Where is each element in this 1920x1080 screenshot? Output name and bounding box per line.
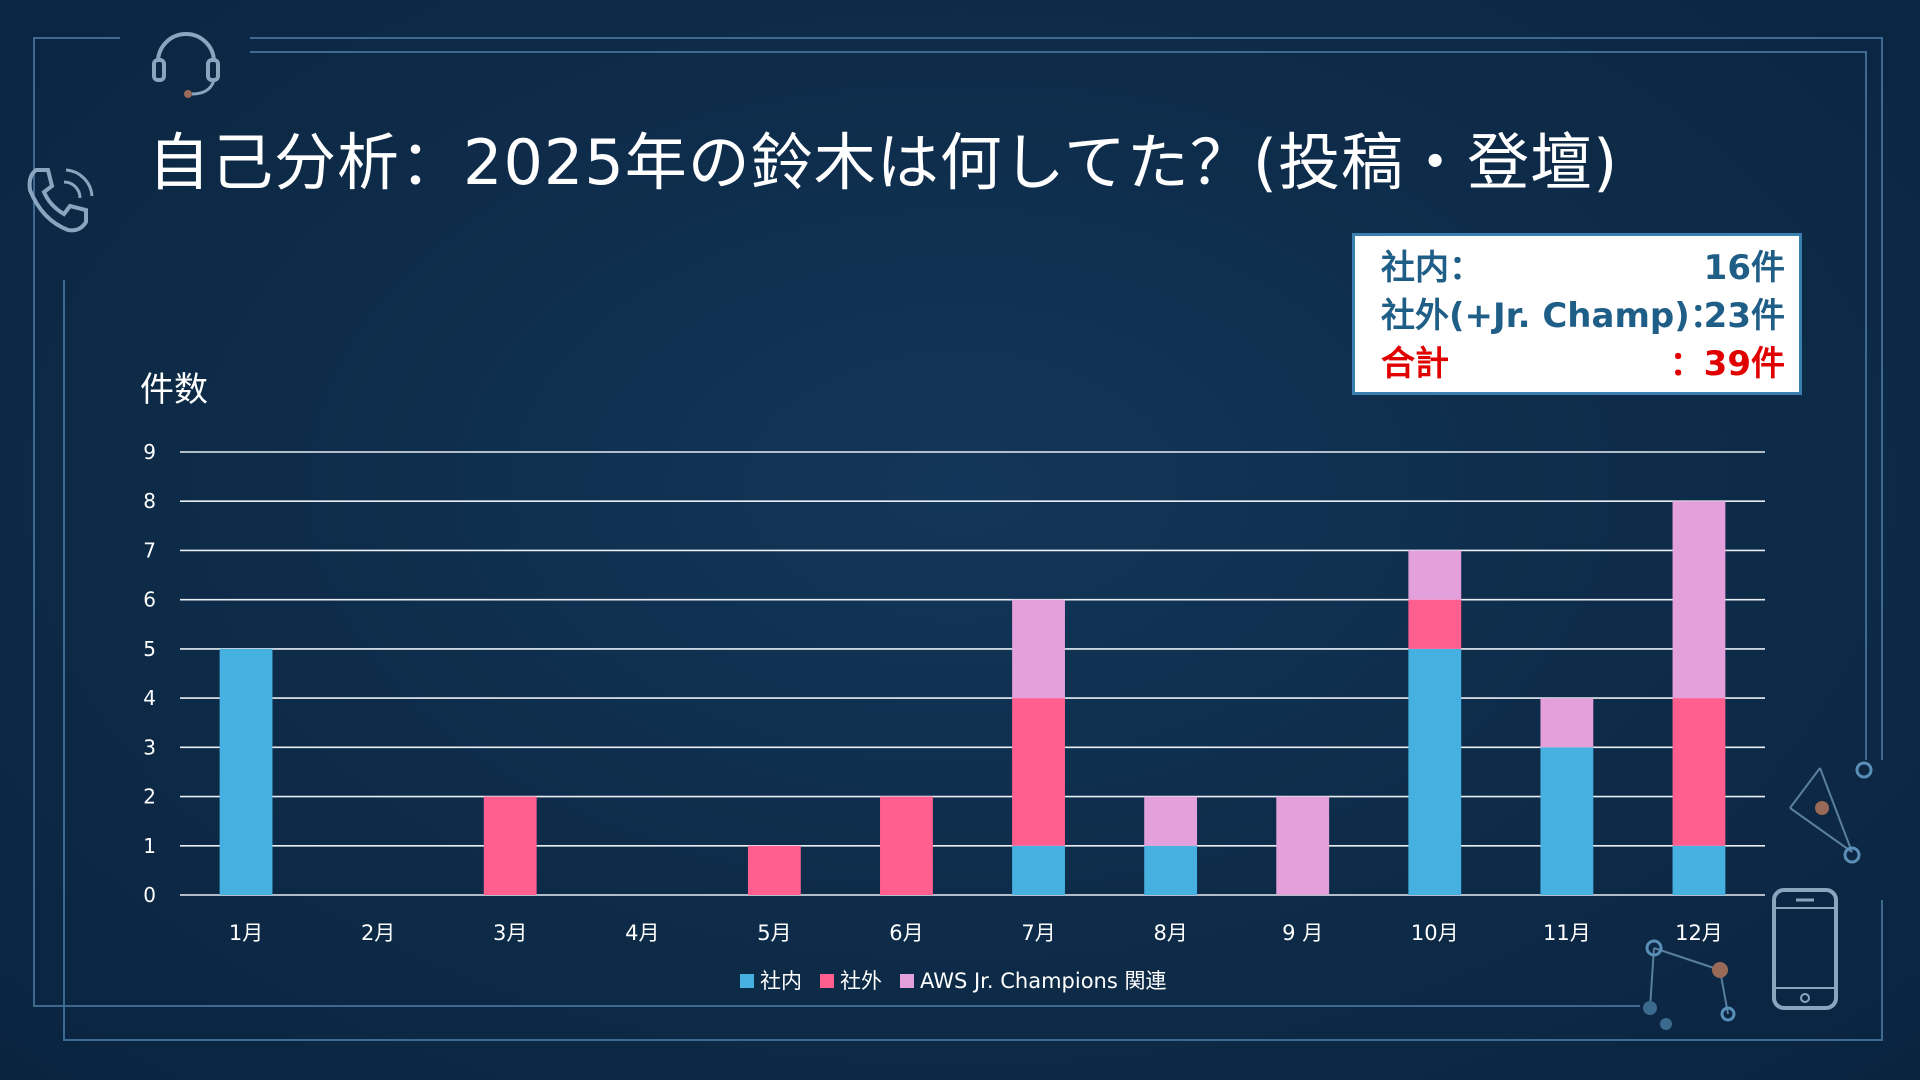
summary-external-value: 23件 <box>1703 296 1785 336</box>
legend-swatch <box>820 974 834 988</box>
x-tick-label: 12月 <box>1675 921 1723 945</box>
bar-segment-internal <box>1408 648 1462 895</box>
y-tick-label: 7 <box>143 538 156 562</box>
legend-label: 社外 <box>840 969 882 993</box>
bar-segment-external <box>1672 698 1726 846</box>
bar-segment-jr-champions <box>1012 599 1065 699</box>
legend: 社内 社外 AWS Jr. Champions 関連 <box>740 969 1166 993</box>
bar-segment-external <box>747 845 801 895</box>
summary-total-label: 合計 <box>1381 344 1449 384</box>
stacked-bar-chart: 0 1 2 3 4 5 6 7 8 9 1月 2月 3月 4月 5月 6月 7月 8月 9 月 10月 11月 12月社内… <box>143 440 1765 993</box>
y-tick-label: 0 <box>143 883 156 907</box>
y-tick-label: 1 <box>143 834 156 858</box>
legend-label: AWS Jr. Champions 関連 <box>920 969 1166 993</box>
x-tick-label: 5月 <box>757 921 791 945</box>
bar-segment-jr-champions <box>1276 796 1330 895</box>
x-tick-label: 7月 <box>1021 921 1055 945</box>
x-tick-label: 2月 <box>361 921 395 945</box>
bar-segment-internal <box>1540 747 1594 895</box>
y-axis-title: 件数 <box>140 370 208 410</box>
bar-segment-internal <box>219 648 273 895</box>
summary-box: 社内： 16件 社外(+Jr. Champ)： 23件 合計 ：39件 <box>1352 233 1802 395</box>
phone-icon <box>27 168 94 233</box>
y-tick-label: 3 <box>143 735 156 759</box>
headset-icon <box>152 32 220 98</box>
bar-segment-external <box>1408 599 1462 649</box>
summary-internal-label: 社内： <box>1381 248 1483 288</box>
y-tick-label: 8 <box>143 489 156 513</box>
legend-label: 社内 <box>760 969 802 993</box>
y-tick-label: 6 <box>143 588 156 612</box>
summary-internal-value: 16件 <box>1703 248 1785 288</box>
legend-swatch <box>740 974 754 988</box>
bar-segment-jr-champions <box>1672 501 1726 699</box>
x-tick-label: 8月 <box>1153 921 1187 945</box>
bar-segment-internal <box>1672 845 1726 895</box>
x-tick-label: 6月 <box>889 921 923 945</box>
y-tick-label: 4 <box>143 686 156 710</box>
smartphone-icon <box>1772 888 1838 1010</box>
x-tick-label: 1月 <box>229 921 263 945</box>
bar-segment-jr-champions <box>1540 698 1594 748</box>
summary-external-row: 社外(+Jr. Champ)： 23件 <box>1381 292 1785 340</box>
bar-segment-external <box>880 796 933 895</box>
summary-external-label: 社外(+Jr. Champ)： <box>1381 296 1724 336</box>
y-tick-label: 5 <box>143 637 156 661</box>
summary-internal-row: 社内： 16件 <box>1381 244 1785 292</box>
bar-segment-jr-champions <box>1144 796 1198 846</box>
y-tick-label: 2 <box>143 785 156 809</box>
x-tick-label: 11月 <box>1543 921 1591 945</box>
y-tick-label: 9 <box>143 440 156 464</box>
summary-total-row: 合計 ：39件 <box>1381 340 1785 388</box>
page-title: 自己分析：2025年の鈴木は何してた？(投稿・登壇) <box>148 126 1619 199</box>
summary-total-value: ：39件 <box>1669 344 1785 384</box>
bar-segment-external <box>1012 698 1065 846</box>
bar-segment-internal <box>1144 845 1198 895</box>
x-tick-label: 9 月 <box>1282 921 1323 945</box>
bar-segment-internal <box>1012 845 1065 895</box>
bar-segment-jr-champions <box>1408 550 1462 600</box>
bar-segment-external <box>483 796 537 895</box>
legend-swatch <box>900 974 914 988</box>
x-tick-label: 4月 <box>625 921 659 945</box>
x-tick-label: 10月 <box>1411 921 1459 945</box>
x-tick-label: 3月 <box>493 921 527 945</box>
